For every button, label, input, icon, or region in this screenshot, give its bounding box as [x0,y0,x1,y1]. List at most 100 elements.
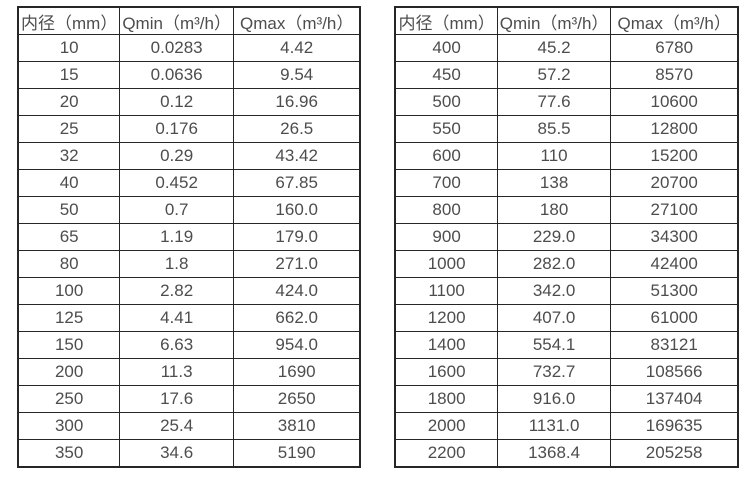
table-cell: 0.452 [119,169,234,197]
table-cell: 11.3 [119,358,234,386]
table-cell: 0.7 [119,196,234,224]
table-cell: 0.176 [119,115,234,143]
table-row: 800 180 27100 [394,196,739,224]
table-row: 1800 916.0 137404 [394,385,739,413]
table-cell: 77.6 [496,88,612,116]
table-row: 500 77.6 10600 [394,88,739,116]
table-cell: 450 [394,61,498,89]
table-row: 250 17.6 2650 [17,385,361,413]
table-cell: 250 [17,385,121,413]
table-cell: 83121 [610,331,739,359]
table-row: 1000 282.0 42400 [394,250,739,278]
table-cell: 25.4 [119,412,234,440]
table-cell: 2200 [394,439,498,468]
table-cell: 45.2 [496,34,612,62]
table-row: 1400 554.1 83121 [394,331,739,359]
table-cell: 800 [394,196,498,224]
table-cell: 16.96 [232,88,361,116]
table-cell: 50 [17,196,121,224]
table-cell: 43.42 [232,142,361,170]
table-cell: 179.0 [232,223,361,251]
table-cell: 200 [17,358,121,386]
table-cell: 108566 [610,358,739,386]
table-cell: 700 [394,169,498,197]
table-row: 65 1.19 179.0 [17,223,361,251]
table-cell: 2000 [394,412,498,440]
table-cell: 1131.0 [496,412,612,440]
table-cell: 125 [17,304,121,332]
table-cell: 900 [394,223,498,251]
table-row: 550 85.5 12800 [394,115,739,143]
table-cell: 110 [496,142,612,170]
table-cell: 9.54 [232,61,361,89]
column-header: 内径（mm） [17,6,121,35]
table-row: 400 45.2 6780 [394,34,739,62]
table-cell: 1600 [394,358,498,386]
table-cell: 271.0 [232,250,361,278]
table-cell: 25 [17,115,121,143]
table-row: 300 25.4 3810 [17,412,361,440]
table-cell: 27100 [610,196,739,224]
table-cell: 342.0 [496,277,612,305]
table-row: 125 4.41 662.0 [17,304,361,332]
table-cell: 2.82 [119,277,234,305]
table-cell: 10600 [610,88,739,116]
table-cell: 1200 [394,304,498,332]
table-cell: 40 [17,169,121,197]
column-header: 内径（mm） [394,6,498,35]
table-row: 1100 342.0 51300 [394,277,739,305]
table-cell: 407.0 [496,304,612,332]
table-cell: 61000 [610,304,739,332]
table-row: 350 34.6 5190 [17,439,361,468]
table-cell: 4.41 [119,304,234,332]
table-row: 900 229.0 34300 [394,223,739,251]
column-header: Qmax（m³/h） [610,6,739,35]
table-cell: 8570 [610,61,739,89]
table-row: 450 57.2 8570 [394,61,739,89]
table-cell: 6780 [610,34,739,62]
table-cell: 80 [17,250,121,278]
table-row: 10 0.0283 4.42 [17,34,361,62]
table-body: 400 45.2 6780 450 57.2 8570 500 77.6 10600 550 85.… [394,34,739,468]
table-cell: 400 [394,34,498,62]
table-cell: 67.85 [232,169,361,197]
table-cell: 282.0 [496,250,612,278]
table-cell: 1000 [394,250,498,278]
table-cell: 15 [17,61,121,89]
flow-spec-table-small-diameters: 内径（mm） Qmin（m³/h） Qmax（m³/h） 10 0.0283 4.42 1… [17,6,362,468]
table-cell: 3810 [232,412,361,440]
table-cell: 550 [394,115,498,143]
table-row: 2000 1131.0 169635 [394,412,739,440]
column-header: Qmin（m³/h） [496,6,612,35]
table-cell: 150 [17,331,121,359]
table-row: 700 138 20700 [394,169,739,197]
header-row: 内径（mm） Qmin（m³/h） Qmax（m³/h） [394,6,739,35]
table-cell: 350 [17,439,121,468]
table-cell: 17.6 [119,385,234,413]
table-cell: 57.2 [496,61,612,89]
table-cell: 4.42 [232,34,361,62]
column-header: Qmax（m³/h） [232,6,361,35]
table-row: 100 2.82 424.0 [17,277,361,305]
table-cell: 2650 [232,385,361,413]
table-row: 20 0.12 16.96 [17,88,361,116]
table-row: 600 110 15200 [394,142,739,170]
table-cell: 1100 [394,277,498,305]
table-cell: 34300 [610,223,739,251]
table-cell: 6.63 [119,331,234,359]
table-cell: 229.0 [496,223,612,251]
table-row: 200 11.3 1690 [17,358,361,386]
table-cell: 1690 [232,358,361,386]
table-cell: 169635 [610,412,739,440]
table-row: 1600 732.7 108566 [394,358,739,386]
table-cell: 1.8 [119,250,234,278]
table-cell: 65 [17,223,121,251]
table-cell: 554.1 [496,331,612,359]
table-cell: 1368.4 [496,439,612,468]
table-cell: 1800 [394,385,498,413]
table-cell: 5190 [232,439,361,468]
table-cell: 160.0 [232,196,361,224]
table-cell: 138 [496,169,612,197]
table-row: 25 0.176 26.5 [17,115,361,143]
